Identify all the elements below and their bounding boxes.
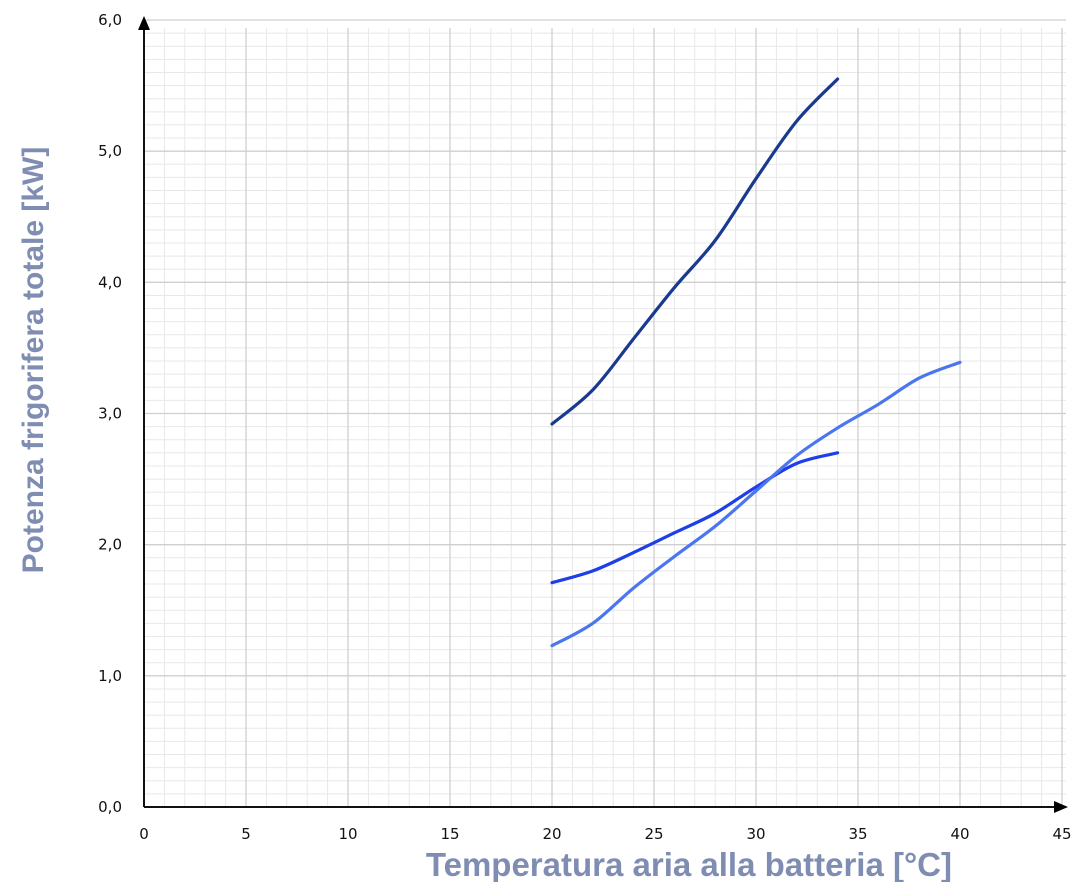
series-line-3 <box>550 360 962 648</box>
x-axis-title: Temperatura aria alla batteria [°C] <box>426 846 952 882</box>
y-tick-label: 1,0 <box>98 667 122 685</box>
y-tick-label: 5,0 <box>98 142 122 160</box>
minor-grid <box>144 28 1066 807</box>
y-tick-label: 3,0 <box>98 405 122 423</box>
y-tick-label: 4,0 <box>98 273 122 291</box>
y-tick-label: 0,0 <box>98 798 122 816</box>
x-tick-label: 10 <box>338 825 357 843</box>
x-tick-label: 0 <box>139 825 149 843</box>
x-tick-label: 25 <box>644 825 663 843</box>
x-tick-label: 30 <box>746 825 765 843</box>
x-tick-label: 35 <box>848 825 867 843</box>
y-tick-labels: 0,0 1,0 2,0 3,0 4,0 5,0 6,0 <box>98 11 122 816</box>
y-tick-label: 2,0 <box>98 536 122 554</box>
x-tick-label: 45 <box>1052 825 1071 843</box>
series-layer <box>550 77 962 648</box>
x-tick-label: 20 <box>542 825 561 843</box>
x-tick-label: 15 <box>440 825 459 843</box>
x-tick-label: 5 <box>241 825 251 843</box>
series-line-2 <box>550 451 840 585</box>
x-tick-label: 40 <box>950 825 969 843</box>
x-tick-labels: 0 5 10 15 20 25 30 35 40 45 <box>139 825 1071 843</box>
x-axis-arrow-icon <box>1054 801 1068 813</box>
series-line-1 <box>550 77 840 426</box>
y-axis-arrow-icon <box>138 16 150 30</box>
y-axis-title: Potenza frigorifera totale [kW] <box>17 147 50 574</box>
y-tick-label: 6,0 <box>98 11 122 29</box>
axes <box>138 16 1068 813</box>
